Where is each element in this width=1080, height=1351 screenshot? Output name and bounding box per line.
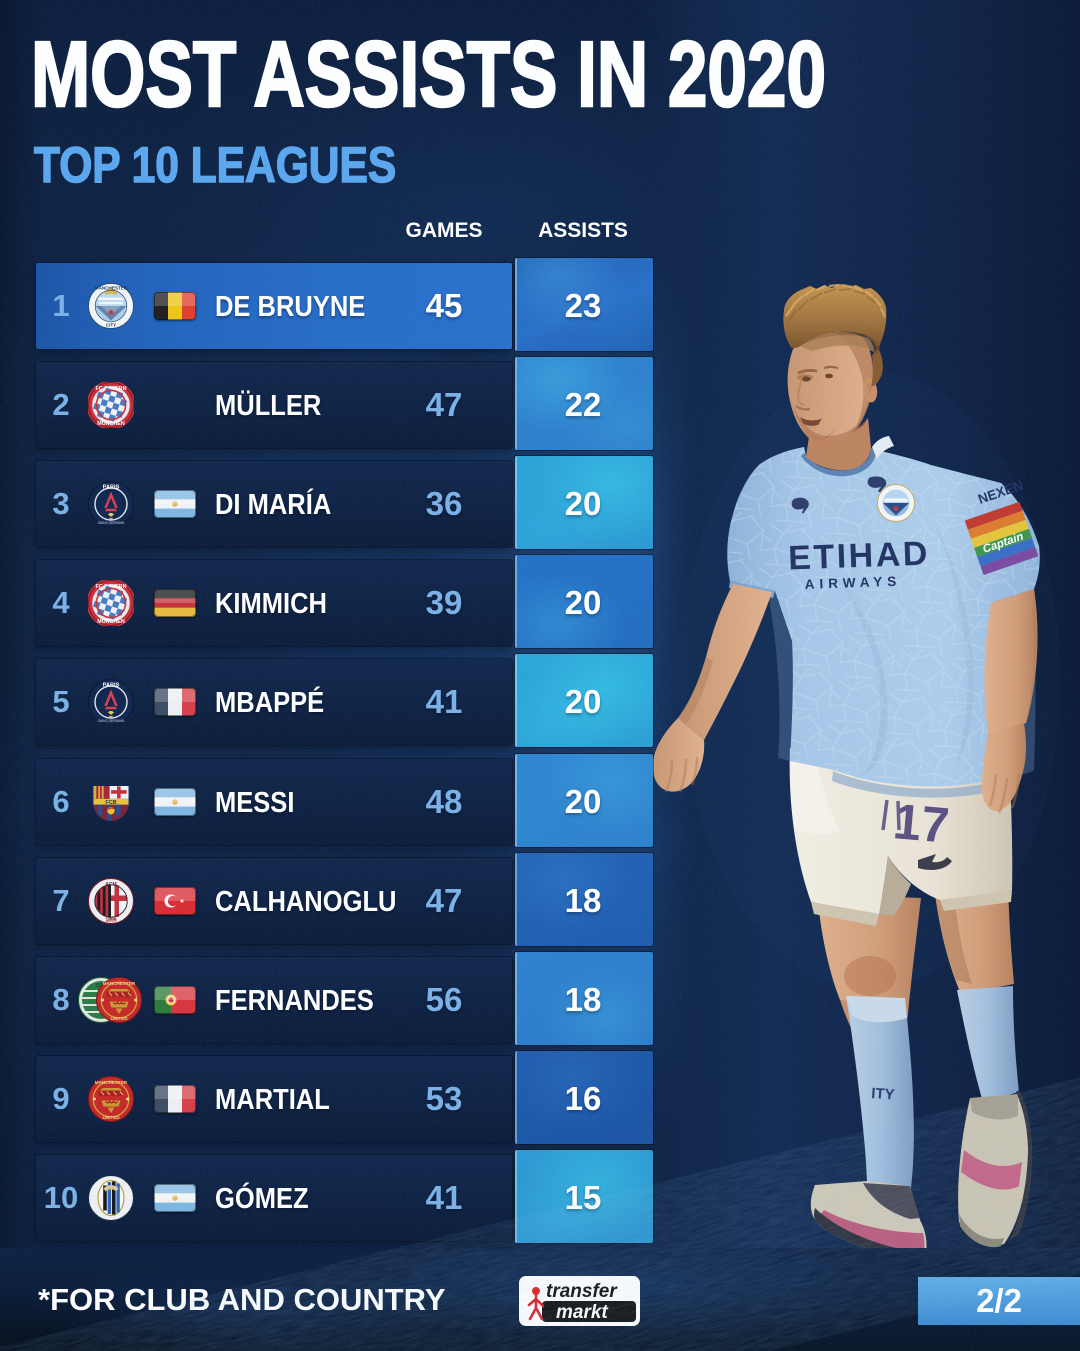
svg-text:MANCHESTER: MANCHESTER [103,981,136,986]
svg-text:markt: markt [556,1302,608,1323]
svg-text:MÜNCHEN: MÜNCHEN [97,420,125,427]
svg-text:ITY: ITY [871,1085,895,1104]
svg-text:transfer: transfer [546,1281,618,1302]
svg-text:MÜNCHEN: MÜNCHEN [97,618,125,625]
svg-text:SAINT-GERMAIN: SAINT-GERMAIN [98,719,125,723]
svg-text:MANCHESTER: MANCHESTER [95,286,128,291]
svg-text:CITY: CITY [106,322,116,327]
svg-text:PARIS: PARIS [103,485,120,491]
svg-text:SAINT-GERMAIN: SAINT-GERMAIN [98,521,125,525]
svg-text:UNITED: UNITED [110,1016,128,1021]
svg-text:ETIHAD: ETIHAD [788,535,931,578]
svg-text:MANCHESTER: MANCHESTER [95,1080,128,1085]
svg-text:UNITED: UNITED [102,1115,120,1120]
svg-text:PARIS: PARIS [103,683,120,689]
svg-text:1899: 1899 [105,917,116,923]
